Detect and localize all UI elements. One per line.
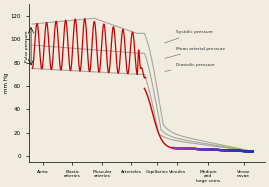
Text: Systolic pressure: Systolic pressure: [165, 30, 213, 43]
Y-axis label: mm Hg: mm Hg: [4, 73, 9, 93]
Text: Diastolic pressure: Diastolic pressure: [165, 63, 215, 71]
Text: Mean arterial pressure: Mean arterial pressure: [165, 47, 225, 58]
Text: Pulse pressure: Pulse pressure: [25, 30, 29, 62]
